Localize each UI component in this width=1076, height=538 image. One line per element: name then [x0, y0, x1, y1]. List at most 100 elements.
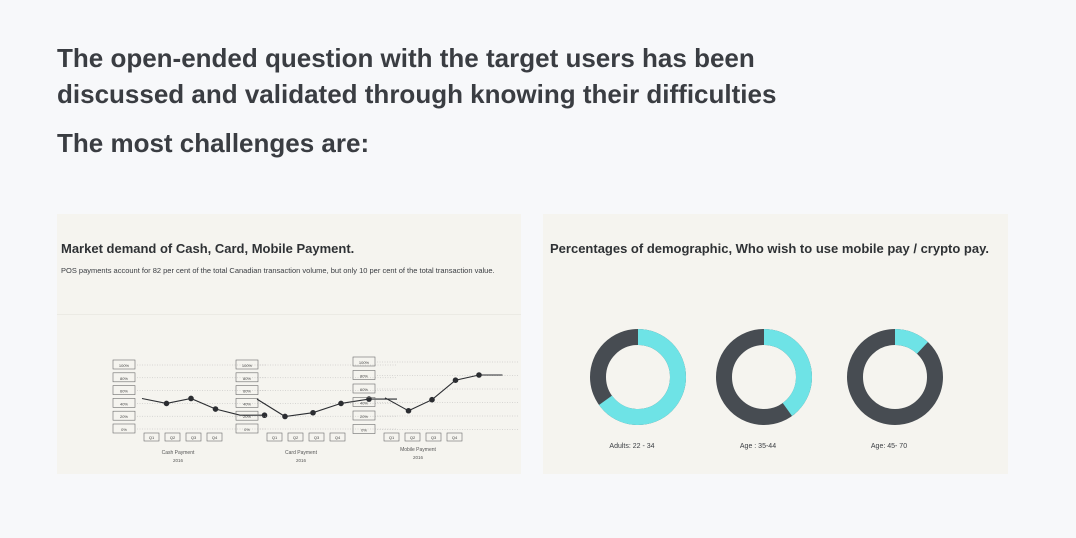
x-tick-box	[425, 432, 442, 442]
x-tick-label: Q1	[149, 435, 155, 440]
y-tick-box	[235, 398, 259, 408]
y-tick-box	[235, 410, 259, 421]
heading-line-2: discussed and validated through knowing …	[57, 79, 777, 109]
y-tick-label: 20%	[243, 414, 251, 419]
market-demand-description: POS payments account for 82 per cent of …	[61, 266, 495, 275]
donut-value-arc	[590, 329, 686, 425]
demographic-title: Percentages of demographic, Who wish to …	[550, 241, 989, 256]
y-tick-box	[352, 410, 376, 421]
line-chart-1: 100% 80% 60% 40% 20% 0% Q1 Q2 Q3 Q4 Cash Payment 20…	[112, 359, 268, 463]
y-tick-label: 0%	[121, 427, 127, 432]
payment-line-charts: 100% 80% 60% 40% 20% 0% Q1 Q2 Q3 Q4 Cash Payment 20…	[112, 356, 519, 463]
y-tick-box	[112, 372, 136, 383]
data-point	[188, 395, 194, 402]
y-tick-label: 80%	[360, 374, 368, 379]
x-tick-box	[143, 432, 160, 442]
donut-label: Adults: 22 - 34	[609, 443, 654, 450]
x-tick-box	[329, 432, 346, 442]
chart-title: Cash Payment	[162, 450, 195, 456]
market-demand-panel: Market demand of Cash, Card, Mobile Paym…	[57, 214, 521, 474]
x-tick-label: Q1	[272, 435, 278, 440]
series-line	[256, 398, 397, 418]
y-tick-box	[352, 370, 376, 380]
chart-subtitle: 2016	[173, 458, 184, 463]
chart-subtitle: 2016	[413, 455, 424, 460]
donut-chart-1: Adults: 22 - 34	[590, 329, 686, 450]
y-tick-box	[352, 397, 376, 407]
data-point	[452, 377, 459, 383]
x-tick-label: Q1	[389, 435, 395, 440]
x-tick-box	[404, 432, 421, 442]
donut-chart-2: Age : 35-44	[716, 329, 812, 450]
y-tick-label: 20%	[360, 414, 368, 419]
donut-label: Age : 35-44	[740, 443, 776, 450]
series-line	[141, 397, 265, 416]
y-tick-label: 40%	[243, 401, 251, 406]
x-tick-box	[164, 432, 181, 442]
y-tick-label: 100%	[242, 363, 253, 368]
y-tick-box	[235, 385, 259, 395]
line-chart-2: 100% 80% 60% 40% 20% 0% Q1 Q2 Q3 Q4 Card Payment 20…	[235, 359, 397, 463]
y-tick-box	[235, 423, 259, 434]
chart-title: Mobile Payment	[400, 447, 436, 453]
donut-track	[847, 329, 943, 425]
y-tick-box	[235, 372, 259, 383]
x-tick-box	[206, 432, 223, 442]
x-tick-label: Q3	[314, 435, 320, 440]
y-tick-label: 60%	[360, 387, 368, 392]
x-tick-label: Q4	[335, 435, 341, 440]
y-tick-box	[112, 410, 136, 421]
y-tick-label: 20%	[120, 414, 128, 419]
y-tick-box	[112, 359, 136, 370]
donut-chart-3: Age: 45- 70	[847, 329, 943, 450]
x-tick-box	[287, 432, 304, 442]
data-point	[338, 400, 344, 407]
data-point	[310, 409, 316, 416]
demographic-donut-charts: Adults: 22 - 34 Age : 35-44 Age: 45- 70	[590, 329, 943, 450]
y-tick-box	[352, 356, 376, 367]
x-tick-label: Q4	[452, 435, 458, 440]
y-tick-label: 100%	[119, 363, 130, 368]
x-tick-label: Q2	[293, 435, 299, 440]
y-tick-box	[112, 398, 136, 408]
y-tick-label: 40%	[120, 401, 128, 406]
data-point	[405, 407, 412, 414]
y-tick-box	[235, 359, 259, 370]
data-point	[429, 396, 435, 403]
y-tick-box	[352, 383, 376, 394]
x-tick-label: Q3	[431, 435, 437, 440]
x-tick-box	[308, 432, 325, 442]
data-point	[476, 372, 482, 378]
y-tick-label: 100%	[359, 360, 370, 365]
y-tick-label: 60%	[243, 389, 251, 394]
y-tick-box	[112, 385, 136, 395]
line-chart-3: 100% 80% 60% 40% 20% 0% Q1 Q2 Q3 Q4 Mobile Payment…	[352, 356, 519, 460]
x-tick-label: Q2	[170, 435, 176, 440]
y-tick-label: 60%	[120, 389, 128, 394]
x-tick-box	[446, 432, 463, 442]
y-tick-label: 40%	[360, 401, 368, 406]
data-point	[261, 412, 268, 419]
page-subheading: The most challenges are:	[57, 128, 370, 158]
data-point	[282, 413, 288, 420]
y-tick-label: 80%	[120, 376, 128, 381]
page-heading: The open-ended question with the target …	[57, 40, 857, 112]
donut-value-arc	[847, 329, 943, 425]
donut-label: Age: 45- 70	[871, 443, 907, 450]
data-point	[163, 400, 170, 407]
chart-title: Card Payment	[285, 450, 318, 456]
y-tick-box	[112, 423, 136, 434]
y-tick-label: 0%	[244, 427, 250, 432]
demographic-panel: Percentages of demographic, Who wish to …	[543, 214, 1008, 474]
x-tick-box	[185, 432, 202, 442]
heading-line-1: The open-ended question with the target …	[57, 43, 755, 73]
x-tick-label: Q3	[191, 435, 197, 440]
market-demand-title: Market demand of Cash, Card, Mobile Paym…	[61, 241, 355, 256]
data-point	[212, 406, 219, 412]
x-tick-label: Q2	[410, 435, 416, 440]
chart-subtitle: 2016	[296, 458, 307, 463]
x-tick-label: Q4	[212, 435, 218, 440]
y-tick-label: 0%	[361, 428, 367, 433]
panel-divider	[57, 314, 521, 315]
y-tick-box	[352, 424, 376, 434]
